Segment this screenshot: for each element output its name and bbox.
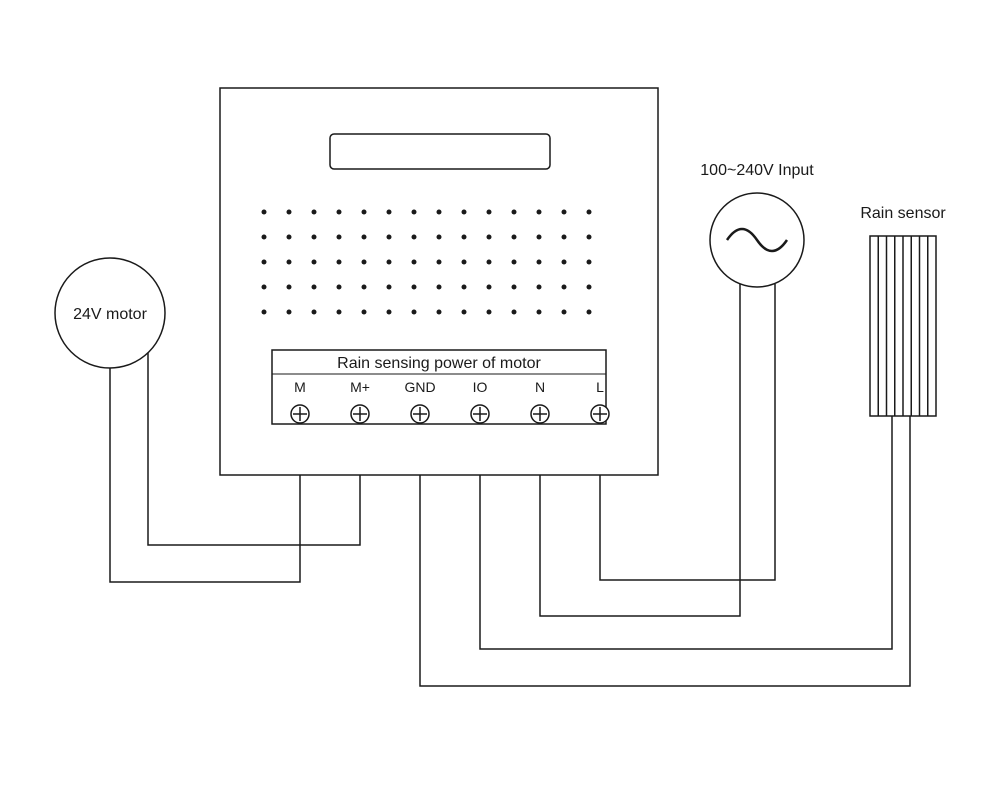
rain-sensor-label: Rain sensor xyxy=(860,205,946,222)
grid-dot xyxy=(587,260,592,265)
grid-dot xyxy=(462,310,467,315)
grid-dot xyxy=(487,310,492,315)
motor-label: 24V motor xyxy=(73,306,147,323)
grid-dot xyxy=(312,235,317,240)
grid-dot xyxy=(412,285,417,290)
grid-dot xyxy=(387,210,392,215)
grid-dot xyxy=(512,310,517,315)
grid-dot xyxy=(362,285,367,290)
grid-dot xyxy=(537,310,542,315)
grid-dot xyxy=(362,260,367,265)
grid-dot xyxy=(362,210,367,215)
grid-dot xyxy=(587,235,592,240)
grid-dot xyxy=(387,260,392,265)
grid-dot xyxy=(512,260,517,265)
grid-dot xyxy=(587,285,592,290)
grid-dot xyxy=(437,235,442,240)
grid-dot xyxy=(337,310,342,315)
grid-dot xyxy=(487,235,492,240)
grid-dot xyxy=(262,235,267,240)
controller-display xyxy=(330,134,550,169)
grid-dot xyxy=(437,310,442,315)
ac-input-label: 100~240V Input xyxy=(700,162,814,179)
grid-dot xyxy=(437,210,442,215)
grid-dot xyxy=(312,210,317,215)
grid-dot xyxy=(287,235,292,240)
grid-dot xyxy=(312,310,317,315)
grid-dot xyxy=(462,210,467,215)
grid-dot xyxy=(262,260,267,265)
grid-dot xyxy=(312,260,317,265)
grid-dot xyxy=(412,235,417,240)
grid-dot xyxy=(337,260,342,265)
grid-dot xyxy=(362,235,367,240)
grid-dot xyxy=(412,310,417,315)
terminal-label-m+: M+ xyxy=(350,379,370,395)
grid-dot xyxy=(562,260,567,265)
grid-dot xyxy=(537,260,542,265)
rain-sensor: Rain sensor xyxy=(860,205,946,416)
grid-dot xyxy=(337,285,342,290)
grid-dot xyxy=(487,210,492,215)
terminal-block-title: Rain sensing power of motor xyxy=(337,355,541,372)
terminal-label-gnd: GND xyxy=(404,379,435,395)
grid-dot xyxy=(262,310,267,315)
grid-dot xyxy=(487,285,492,290)
grid-dot xyxy=(537,235,542,240)
grid-dot xyxy=(437,260,442,265)
grid-dot xyxy=(287,310,292,315)
grid-dot xyxy=(462,260,467,265)
grid-dot xyxy=(387,310,392,315)
grid-dot xyxy=(562,285,567,290)
controller-box: Rain sensing power of motor M M+ GND IO N L xyxy=(220,88,658,475)
grid-dot xyxy=(537,285,542,290)
grid-dot xyxy=(587,310,592,315)
motor-24v: 24V motor xyxy=(55,258,165,368)
grid-dot xyxy=(262,210,267,215)
ac-input: 100~240V Input xyxy=(700,162,814,287)
terminal-label-io: IO xyxy=(473,379,488,395)
grid-dot xyxy=(562,210,567,215)
grid-dot xyxy=(587,210,592,215)
grid-dot xyxy=(387,285,392,290)
grid-dot xyxy=(362,310,367,315)
grid-dot xyxy=(337,210,342,215)
grid-dot xyxy=(537,210,542,215)
grid-dot xyxy=(262,285,267,290)
grid-dot xyxy=(287,210,292,215)
terminal-label-l: L xyxy=(596,379,604,395)
grid-dot xyxy=(387,235,392,240)
grid-dot xyxy=(412,260,417,265)
terminal-block: Rain sensing power of motor M M+ GND IO N L xyxy=(272,350,609,424)
grid-dot xyxy=(512,210,517,215)
grid-dot xyxy=(562,235,567,240)
terminal-label-m: M xyxy=(294,379,306,395)
grid-dot xyxy=(512,235,517,240)
terminal-label-n: N xyxy=(535,379,545,395)
grid-dot xyxy=(287,260,292,265)
grid-dot xyxy=(437,285,442,290)
grid-dot xyxy=(487,260,492,265)
grid-dot xyxy=(462,285,467,290)
grid-dot xyxy=(337,235,342,240)
grid-dot xyxy=(312,285,317,290)
grid-dot xyxy=(562,310,567,315)
grid-dot xyxy=(462,235,467,240)
grid-dot xyxy=(512,285,517,290)
grid-dot xyxy=(287,285,292,290)
grid-dot xyxy=(412,210,417,215)
